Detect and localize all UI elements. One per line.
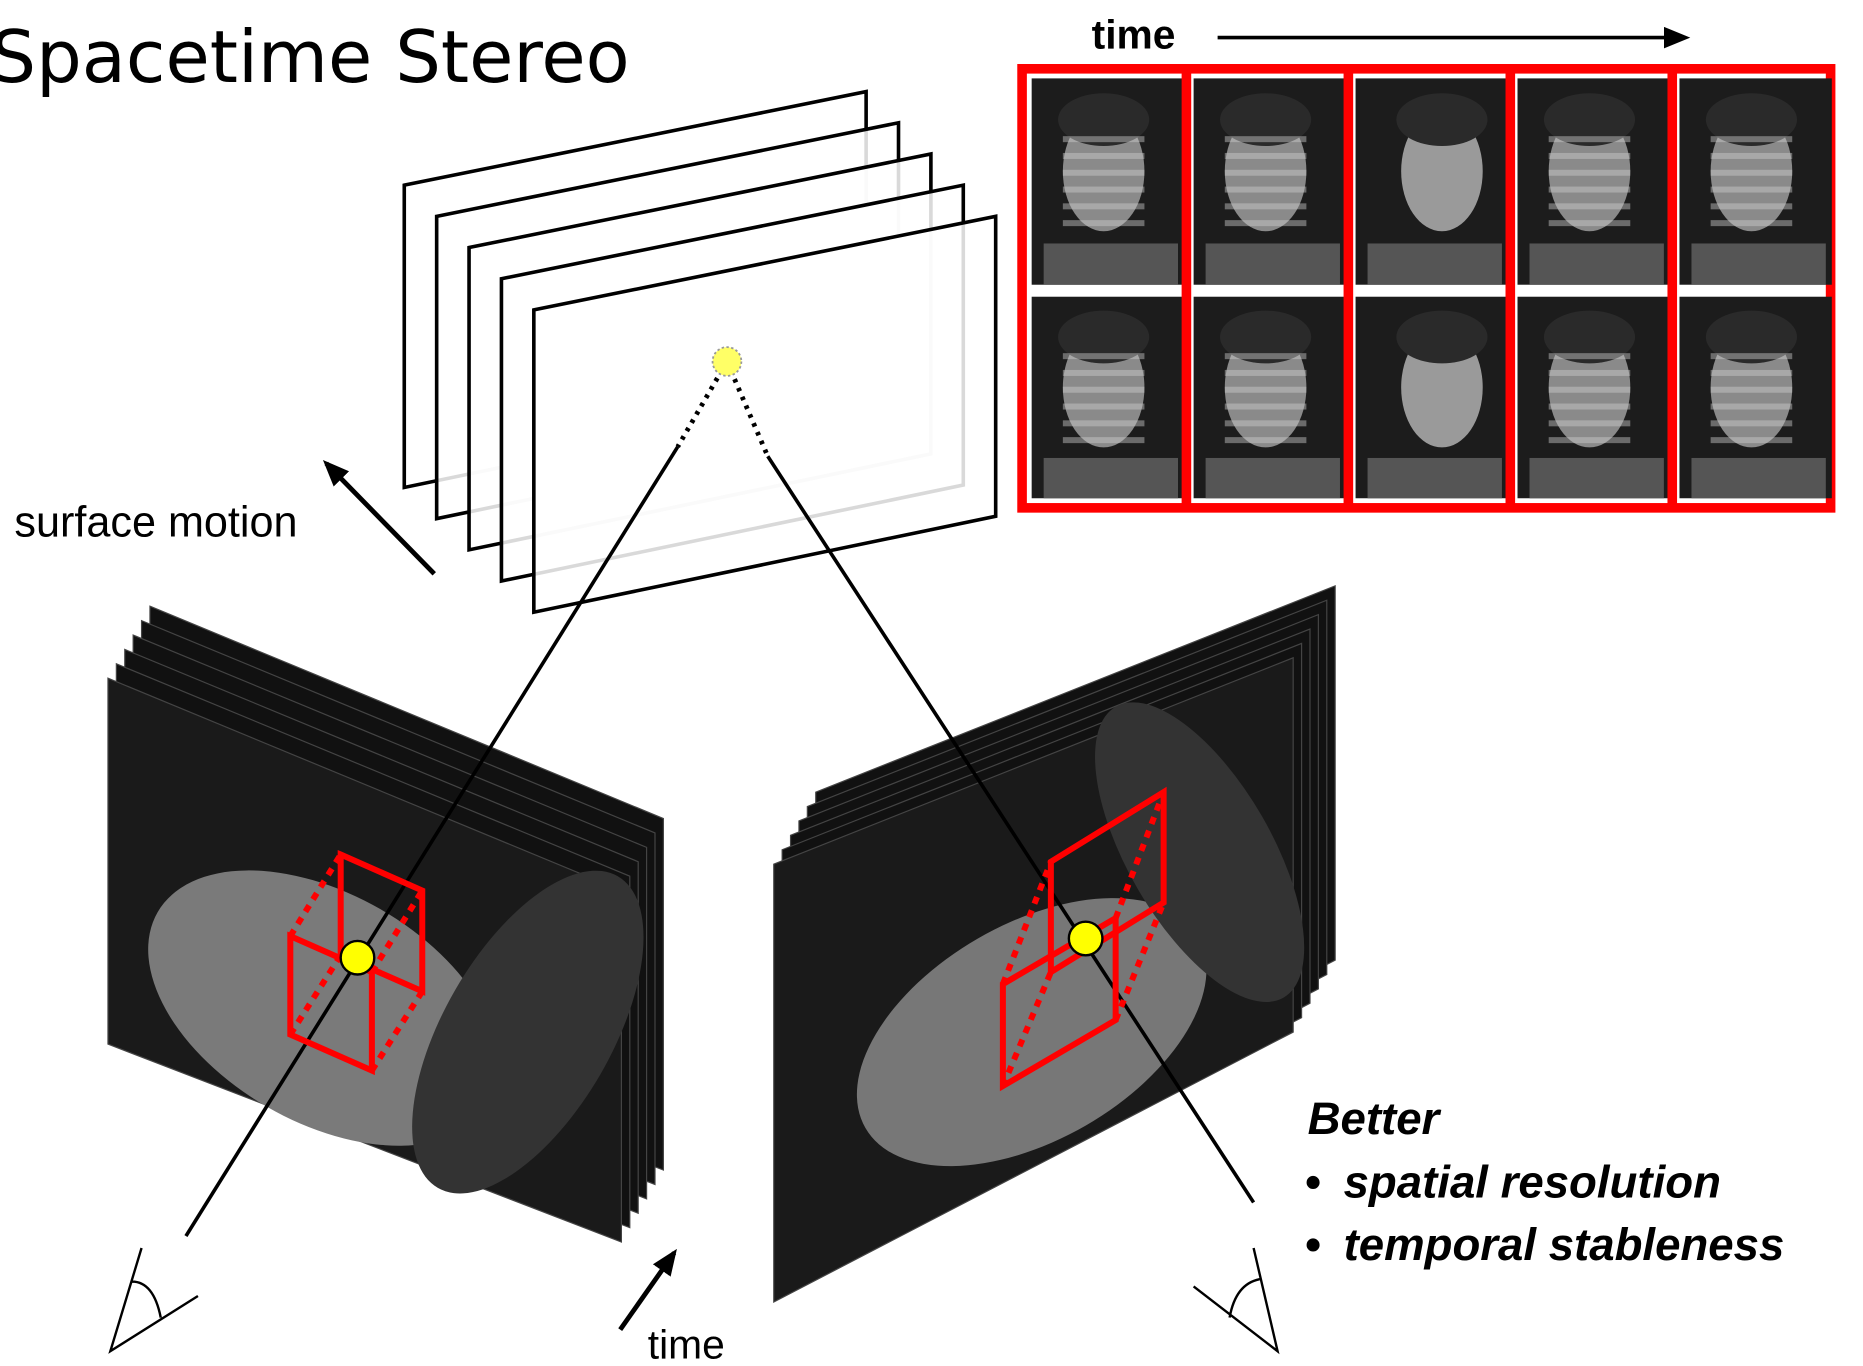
stripe xyxy=(1063,203,1145,209)
stripe xyxy=(1063,370,1145,376)
page: Spacetime Stereo time surface motion tim… xyxy=(0,0,1863,1366)
image-point xyxy=(341,941,375,975)
shoulders xyxy=(1206,458,1340,498)
stripe xyxy=(1711,420,1793,426)
slide: Spacetime Stereo time surface motion tim… xyxy=(0,0,1863,1366)
stripe xyxy=(1711,153,1793,159)
stripe xyxy=(1225,136,1307,142)
stripe xyxy=(1549,420,1631,426)
time-label: time xyxy=(1092,11,1176,57)
shoulders xyxy=(1530,243,1664,284)
shoulders xyxy=(1691,458,1825,498)
hair xyxy=(1396,311,1487,364)
stripe xyxy=(1549,387,1631,393)
bullet: • xyxy=(1305,1157,1321,1208)
stripe xyxy=(1063,353,1145,359)
stripe xyxy=(1225,220,1307,226)
stripe xyxy=(1225,387,1307,393)
stripe xyxy=(1225,187,1307,193)
stripe xyxy=(1711,370,1793,376)
stripe xyxy=(1225,203,1307,209)
shoulders xyxy=(1691,243,1825,284)
stripe xyxy=(1063,220,1145,226)
stripe xyxy=(1063,387,1145,393)
stripe xyxy=(1063,153,1145,159)
stripe xyxy=(1063,437,1145,443)
stripe xyxy=(1711,387,1793,393)
image-point xyxy=(1069,922,1103,956)
stripe xyxy=(1225,170,1307,176)
stripe xyxy=(1549,353,1631,359)
hair xyxy=(1396,93,1487,146)
stripe xyxy=(1549,153,1631,159)
stripe xyxy=(1063,404,1145,410)
stripe xyxy=(1711,170,1793,176)
surface-motion-label: surface motion xyxy=(14,499,297,547)
shoulders xyxy=(1044,458,1178,498)
stripe xyxy=(1063,136,1145,142)
stripe xyxy=(1549,404,1631,410)
stripe xyxy=(1711,404,1793,410)
stripe xyxy=(1063,420,1145,426)
scene-point xyxy=(713,347,742,376)
shoulders xyxy=(1368,243,1502,284)
stripe xyxy=(1225,404,1307,410)
shoulders xyxy=(1368,458,1502,498)
stripe xyxy=(1711,203,1793,209)
shoulders xyxy=(1206,243,1340,284)
stripe xyxy=(1225,420,1307,426)
camera-eye xyxy=(110,1248,198,1351)
slide-title: Spacetime Stereo xyxy=(0,15,630,99)
shoulders xyxy=(1044,243,1178,284)
stripe xyxy=(1225,437,1307,443)
stripe xyxy=(1225,353,1307,359)
benefits-heading: Better xyxy=(1308,1093,1442,1144)
time-axis-arrow xyxy=(620,1253,674,1330)
stripe xyxy=(1225,153,1307,159)
stripe xyxy=(1063,187,1145,193)
stripe xyxy=(1711,220,1793,226)
benefit-item: temporal stableness xyxy=(1344,1219,1785,1270)
shoulders xyxy=(1530,458,1664,498)
stripe xyxy=(1063,170,1145,176)
stripe xyxy=(1225,370,1307,376)
camera-eye xyxy=(1194,1248,1278,1351)
stripe xyxy=(1711,437,1793,443)
bullet: • xyxy=(1305,1219,1321,1270)
benefit-item: spatial resolution xyxy=(1344,1157,1721,1208)
stripe xyxy=(1711,187,1793,193)
time-axis-label: time xyxy=(648,1321,725,1366)
stripe xyxy=(1549,203,1631,209)
stripe xyxy=(1549,136,1631,142)
stripe xyxy=(1549,370,1631,376)
stripe xyxy=(1711,136,1793,142)
stripe xyxy=(1549,437,1631,443)
stripe xyxy=(1549,220,1631,226)
stripe xyxy=(1549,170,1631,176)
stripe xyxy=(1549,187,1631,193)
stripe xyxy=(1711,353,1793,359)
